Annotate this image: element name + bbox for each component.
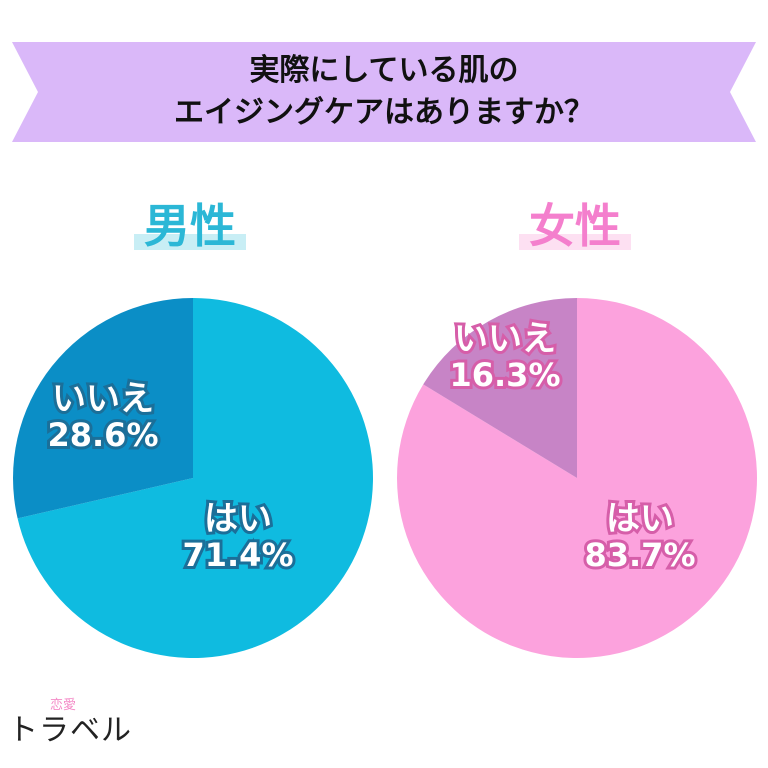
logo-main-text: トラベル	[8, 713, 132, 748]
female-heading-highlight	[519, 234, 631, 250]
male-slice-no	[12, 298, 194, 519]
female-yes-label: はい	[606, 499, 674, 539]
female-slice-no	[423, 298, 577, 478]
male-yes-label: はい	[204, 499, 272, 539]
banner-ribbon	[12, 42, 756, 142]
female-slice-yes	[397, 298, 758, 659]
male-yes-value: 71.4%	[182, 536, 293, 574]
male-heading: 男性	[134, 196, 246, 256]
female-heading: 女性	[519, 196, 631, 256]
title-line-1: 実際にしている肌の	[249, 53, 519, 88]
chart-title: 実際にしている肌の エイジングケアはありますか？	[0, 50, 768, 134]
male-heading-highlight	[134, 234, 246, 250]
male-heading-text: 男性	[144, 199, 236, 253]
title-line-2: エイジングケアはありますか？	[174, 95, 594, 130]
title-banner: 実際にしている肌の エイジングケアはありますか？	[0, 42, 768, 142]
female-no-label: いいえ	[454, 319, 556, 359]
logo-small-text: 恋愛	[50, 698, 77, 713]
female-yes-value: 83.7%	[584, 536, 695, 574]
male-no-label: いいえ	[52, 379, 154, 419]
male-no-value: 28.6%	[47, 416, 158, 454]
female-heading-text: 女性	[529, 199, 621, 253]
female-no-value: 16.3%	[449, 356, 560, 394]
male-slice-yes	[17, 298, 374, 658]
